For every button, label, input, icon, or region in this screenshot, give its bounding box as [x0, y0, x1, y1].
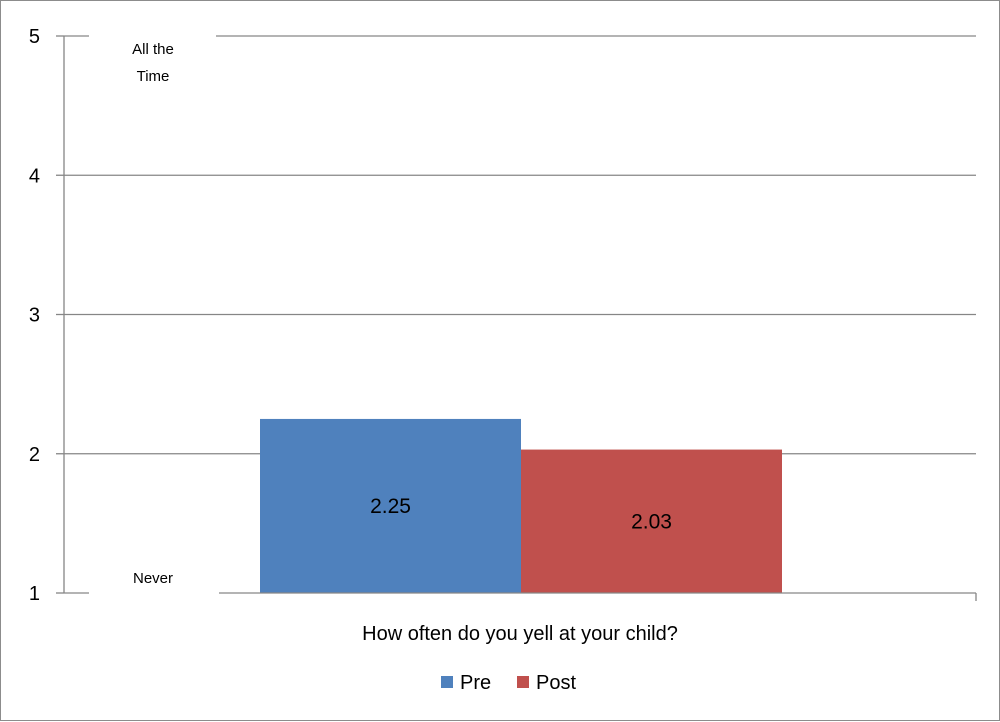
labels: 1 2 3 4 5 2.25 2.03 How often do you yell at yo… — [29, 26, 678, 645]
gridlines — [64, 35, 976, 455]
legend-swatch-pre — [441, 676, 453, 688]
annotation-5-line-0: All the — [132, 41, 174, 58]
y-tick-label-4: 4 — [29, 165, 40, 187]
y-tick-label-3: 3 — [29, 305, 40, 327]
y-tick-label-2: 2 — [29, 444, 40, 466]
axes — [56, 35, 977, 601]
legend-label-post: Post — [536, 672, 576, 694]
bar-post — [521, 449, 782, 593]
bars — [260, 418, 782, 593]
legend-label-pre: Pre — [460, 672, 491, 694]
data-label-post: 2.03 — [631, 510, 672, 533]
x-category-label: How often do you yell at your child? — [362, 623, 678, 645]
legend: Pre Post — [441, 672, 576, 694]
y-tick-label-5: 5 — [29, 26, 40, 48]
annotation-1-line-0: Never — [133, 570, 173, 587]
annotation-5-line-1: Time — [137, 68, 170, 85]
y-tick-label-1: 1 — [29, 583, 40, 605]
bar-pre — [260, 418, 521, 593]
data-label-pre: 2.25 — [370, 495, 411, 518]
legend-swatch-post — [517, 676, 529, 688]
